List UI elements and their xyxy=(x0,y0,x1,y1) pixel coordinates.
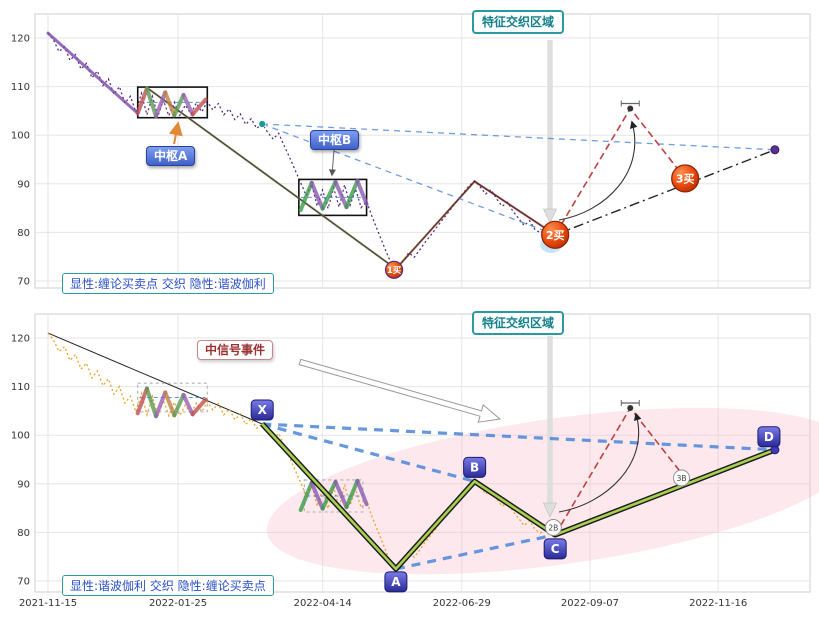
pivot-b-connector xyxy=(328,149,336,177)
y-tick-label: 70 xyxy=(17,577,30,588)
pivot-a-arrow xyxy=(168,121,183,145)
harmonic-badge-D xyxy=(757,426,781,448)
signal-event-label: 中信号事件 xyxy=(197,340,274,360)
projection-curve-arrow xyxy=(558,412,642,513)
zigzag-segment xyxy=(144,86,158,119)
zigzag-segment xyxy=(298,180,314,212)
top-chart-panel: 120 110 100 90 80 70 1买 2买 3买 xyxy=(11,13,811,289)
y-tick-label: 120 xyxy=(11,334,30,345)
pivot-b-label: 中枢B xyxy=(310,130,360,150)
buy-point-circle xyxy=(671,164,700,193)
minor-marker-label: 2B xyxy=(548,523,558,532)
feature-zone-arrowhead xyxy=(542,502,558,518)
y-tick-label: 100 xyxy=(11,431,30,442)
zigzag-segment xyxy=(154,90,168,119)
harmonic-badge-X xyxy=(250,399,274,421)
top-panel-caption: 显性:缠论买卖点 交织 隐性:谐波伽利 xyxy=(62,273,274,294)
x-tick-label: 2022-04-14 xyxy=(294,598,352,609)
y-tick-label: 70 xyxy=(17,277,30,288)
zigzag-segment xyxy=(344,178,360,210)
plot-area xyxy=(34,313,811,593)
zigzag-segment xyxy=(333,479,349,510)
bottom-chart-panel: 120 110 100 90 80 70 2021-11-15 2022-01-25 2022-… xyxy=(11,313,819,609)
pivot-a-label: 中枢A xyxy=(146,146,196,166)
anchor-dot xyxy=(258,120,267,128)
buy-point-label: 2买 xyxy=(546,229,565,242)
zigzag-segment xyxy=(181,92,195,117)
zigzag-segment xyxy=(298,480,314,512)
zigzag-segment xyxy=(333,179,349,210)
zigzag-segment xyxy=(309,480,325,511)
harmonic-dashed-link xyxy=(395,533,556,571)
chan-segment-edge xyxy=(148,88,556,270)
zigzag-segment xyxy=(355,478,369,507)
lead-line xyxy=(47,332,263,425)
x-tick-label: 2022-01-25 xyxy=(149,598,207,609)
harmonic-badge-label: B xyxy=(470,461,479,475)
buy-point-label: 1买 xyxy=(387,266,402,276)
zigzag-segment xyxy=(172,392,186,418)
zigzag-segment xyxy=(190,97,208,117)
harmonic-pattern-line xyxy=(261,423,776,571)
x-tick-label: 2021-11-15 xyxy=(19,598,77,609)
trendline-blue-dashed xyxy=(262,123,775,151)
minor-marker-circle xyxy=(544,519,562,537)
buy-point-circle xyxy=(384,260,404,279)
zigzag-segment xyxy=(172,92,186,118)
minor-marker-label: 3B xyxy=(677,474,687,483)
buy-point-circle xyxy=(541,220,570,249)
peak-dot xyxy=(627,105,634,112)
bottom-panel-caption: 显性:谐波伽利 交织 隐性:缠论买卖点 xyxy=(62,575,274,596)
y-tick-label: 120 xyxy=(11,34,30,45)
feature-zone-arrowhead xyxy=(542,208,558,224)
zigzag-segment xyxy=(154,390,168,419)
price-line-top xyxy=(47,32,556,271)
x-tick-label: 2022-09-07 xyxy=(561,598,619,609)
buy-point-label: 3买 xyxy=(676,172,695,185)
x-tick-label: 2022-11-16 xyxy=(689,598,747,609)
harmonic-badge-label: A xyxy=(391,575,401,589)
y-tick-label: 90 xyxy=(17,179,30,190)
zigzag-segment xyxy=(135,86,149,116)
harmonic-badge-label: X xyxy=(258,403,268,417)
feature-zone-label-bottom: 特征交织区域 xyxy=(472,311,565,335)
zigzag-segment xyxy=(355,178,369,207)
y-tick-label: 100 xyxy=(11,131,30,142)
pivot-box xyxy=(136,86,209,119)
pink-convergence-zone xyxy=(266,407,819,575)
harmonic-badge-label: D xyxy=(764,430,774,444)
projection-curve-arrow xyxy=(558,120,638,221)
harmonic-dashed-link xyxy=(262,422,775,452)
zigzag-segment xyxy=(344,478,360,510)
zigzag-segment xyxy=(135,386,149,416)
feature-zone-label-top: 特征交织区域 xyxy=(472,10,565,34)
chan-segment xyxy=(46,31,140,115)
signal-event-arrow xyxy=(298,358,502,423)
zigzag-segment xyxy=(190,397,208,417)
peak-dot xyxy=(627,404,634,411)
zigzag-segment xyxy=(163,390,177,418)
harmonic-badge-B xyxy=(463,456,487,478)
zigzag-segment xyxy=(181,392,195,417)
harmonic-dashed-link xyxy=(261,422,476,483)
x-tick-label: 2022-06-29 xyxy=(433,598,491,609)
zigzag-segment xyxy=(309,180,325,211)
y-tick-label: 110 xyxy=(11,82,30,93)
zigzag-segment xyxy=(320,179,338,211)
zigzag-segment xyxy=(163,90,177,118)
harmonic-badge-label: C xyxy=(551,542,560,556)
y-tick-label: 90 xyxy=(17,479,30,490)
y-tick-label: 110 xyxy=(11,382,30,393)
end-dot xyxy=(770,145,780,155)
minor-marker-circle xyxy=(673,469,691,487)
harmonic-badge-C xyxy=(543,538,567,560)
harmonic-badge-A xyxy=(384,571,408,593)
zigzag-segment xyxy=(144,386,158,419)
trendline-blue-dashed xyxy=(261,123,556,236)
y-tick-label: 80 xyxy=(17,528,30,539)
y-tick-label: 80 xyxy=(17,228,30,239)
